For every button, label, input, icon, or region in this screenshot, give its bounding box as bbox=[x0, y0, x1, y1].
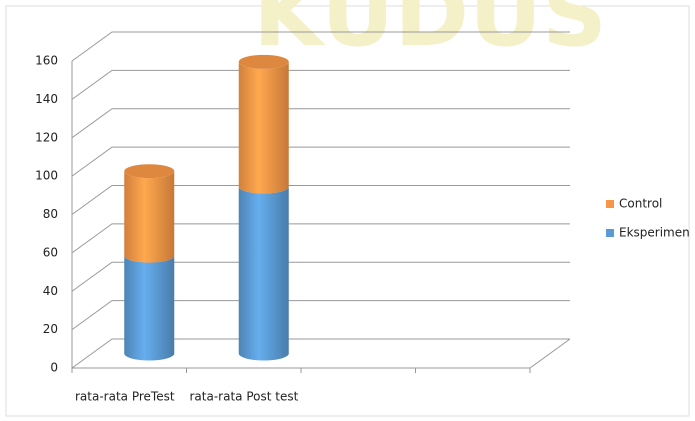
x-tick-label: rata-rata PreTest bbox=[75, 390, 175, 404]
grid-line bbox=[71, 31, 570, 62]
grid-line bbox=[71, 338, 570, 369]
grid-line bbox=[71, 108, 570, 139]
cylinder-segment bbox=[238, 186, 289, 361]
cylinder-segment bbox=[124, 255, 175, 361]
legend-label: Control bbox=[619, 197, 662, 211]
y-tick-label: 20 bbox=[43, 322, 58, 336]
cylinder-segment bbox=[238, 61, 289, 194]
watermark: KUDUS bbox=[253, 0, 607, 67]
legend-swatch bbox=[606, 200, 614, 208]
grid-line bbox=[71, 300, 570, 331]
x-tick-label: rata-rata Post test bbox=[190, 390, 299, 404]
legend-swatch bbox=[606, 229, 614, 237]
y-tick-label: 80 bbox=[43, 207, 58, 221]
cylinder-segment bbox=[124, 171, 175, 263]
grid-line bbox=[71, 69, 570, 100]
y-tick-label: 100 bbox=[35, 169, 58, 183]
y-tick-label: 120 bbox=[35, 130, 58, 144]
cylinder-top bbox=[238, 54, 289, 69]
cylinder-top bbox=[124, 164, 175, 179]
y-tick-label: 160 bbox=[35, 54, 58, 68]
y-tick-label: 140 bbox=[35, 92, 58, 106]
grid-line bbox=[71, 261, 570, 292]
grid-line bbox=[71, 146, 570, 177]
y-tick-label: 60 bbox=[43, 245, 58, 259]
grid-line bbox=[71, 223, 570, 254]
chart-border bbox=[5, 5, 690, 417]
grid-line bbox=[71, 185, 570, 215]
legend-label: Eksperimen bbox=[619, 226, 690, 240]
y-tick-label: 0 bbox=[50, 361, 58, 375]
y-tick-label: 40 bbox=[43, 284, 58, 298]
